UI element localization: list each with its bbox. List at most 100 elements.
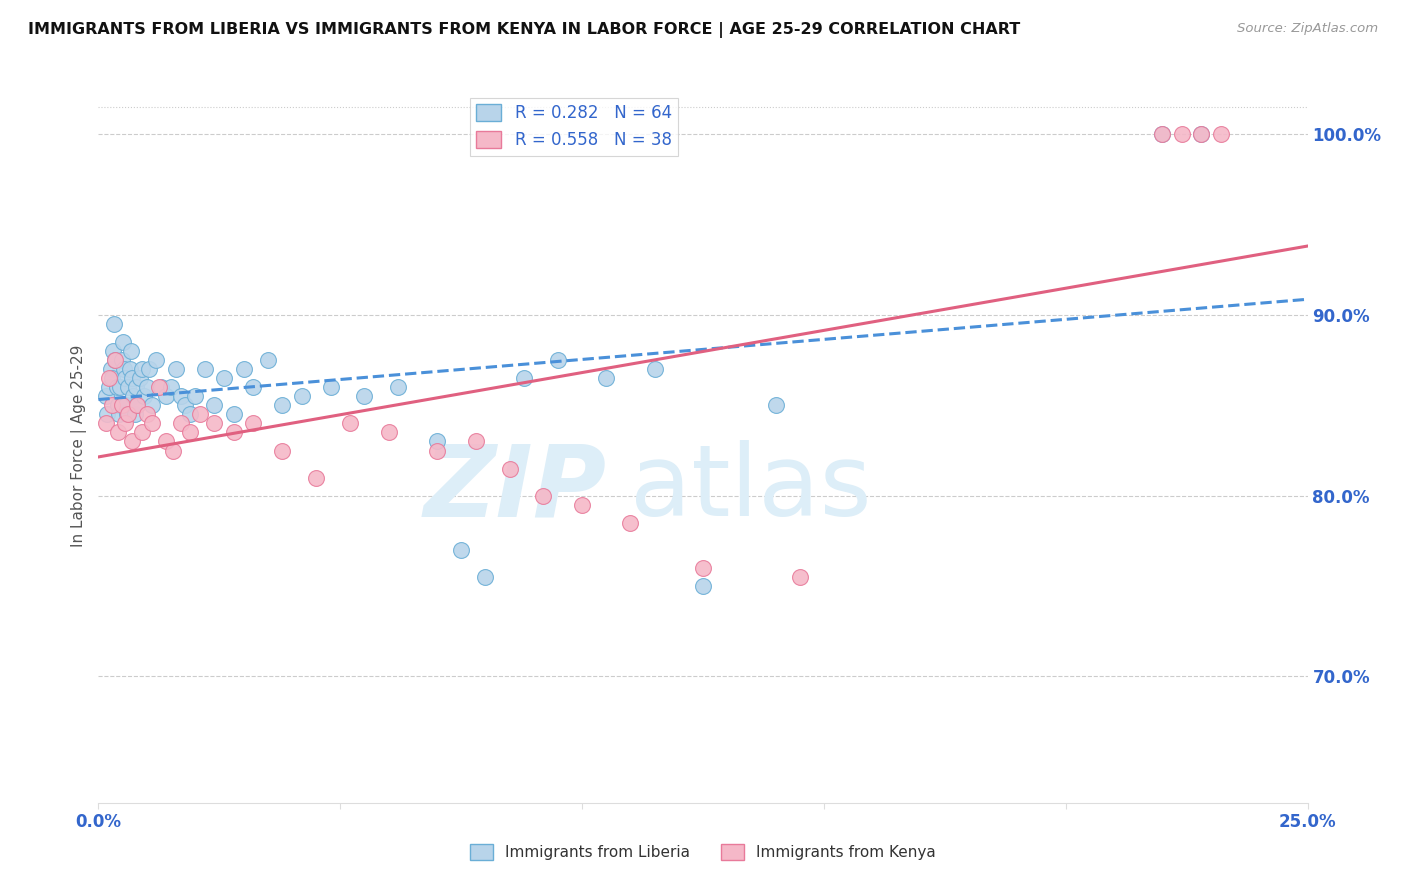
Point	[242, 417, 264, 431]
Point	[125, 380, 148, 394]
Point	[188, 408, 211, 422]
Point	[148, 380, 170, 394]
Point	[789, 570, 811, 584]
Point	[571, 498, 593, 512]
Point	[117, 408, 139, 422]
Point	[464, 434, 486, 449]
Point	[387, 380, 409, 394]
Text: ZIP: ZIP	[423, 441, 606, 537]
Point	[98, 380, 121, 394]
Point	[111, 398, 134, 412]
Point	[1189, 128, 1212, 142]
Point	[290, 389, 312, 403]
Point	[115, 398, 138, 412]
Point	[121, 371, 143, 385]
Y-axis label: In Labor Force | Age 25-29: In Labor Force | Age 25-29	[72, 345, 87, 547]
Point	[305, 470, 328, 484]
Point	[184, 389, 207, 403]
Point	[619, 516, 641, 530]
Point	[194, 362, 217, 376]
Legend: Immigrants from Liberia, Immigrants from Kenya: Immigrants from Liberia, Immigrants from…	[464, 838, 942, 866]
Point	[174, 398, 197, 412]
Point	[426, 443, 449, 458]
Point	[127, 398, 149, 412]
Point	[547, 353, 569, 368]
Point	[169, 389, 191, 403]
Point	[339, 417, 361, 431]
Point	[426, 434, 449, 449]
Point	[242, 380, 264, 394]
Point	[138, 362, 160, 376]
Point	[104, 353, 127, 368]
Point	[765, 398, 787, 412]
Point	[118, 362, 141, 376]
Point	[98, 371, 121, 385]
Point	[141, 398, 163, 412]
Point	[131, 362, 153, 376]
Point	[179, 408, 201, 422]
Point	[155, 434, 177, 449]
Point	[1209, 128, 1232, 142]
Point	[644, 362, 666, 376]
Point	[531, 489, 554, 503]
Text: IMMIGRANTS FROM LIBERIA VS IMMIGRANTS FROM KENYA IN LABOR FORCE | AGE 25-29 CORR: IMMIGRANTS FROM LIBERIA VS IMMIGRANTS FR…	[28, 22, 1021, 38]
Point	[121, 434, 143, 449]
Point	[169, 417, 191, 431]
Point	[145, 353, 167, 368]
Point	[101, 344, 124, 359]
Point	[1152, 128, 1174, 142]
Point	[222, 425, 245, 440]
Point	[131, 425, 153, 440]
Point	[107, 398, 129, 412]
Point	[134, 389, 156, 403]
Point	[103, 317, 125, 331]
Point	[162, 443, 184, 458]
Point	[107, 408, 129, 422]
Point	[271, 398, 294, 412]
Point	[595, 371, 617, 385]
Point	[112, 362, 135, 376]
Text: Source: ZipAtlas.com: Source: ZipAtlas.com	[1237, 22, 1378, 36]
Point	[204, 398, 226, 412]
Point	[101, 371, 124, 385]
Point	[353, 389, 375, 403]
Point	[117, 380, 139, 394]
Point	[114, 371, 136, 385]
Point	[212, 371, 235, 385]
Point	[155, 389, 177, 403]
Point	[94, 417, 117, 431]
Point	[108, 380, 131, 394]
Point	[222, 408, 245, 422]
Point	[179, 425, 201, 440]
Point	[124, 408, 146, 422]
Point	[377, 425, 399, 440]
Point	[135, 380, 157, 394]
Point	[513, 371, 536, 385]
Point	[498, 461, 520, 475]
Point	[256, 353, 278, 368]
Point	[474, 570, 496, 584]
Point	[104, 353, 127, 368]
Point	[160, 380, 183, 394]
Point	[1152, 128, 1174, 142]
Point	[135, 408, 157, 422]
Point	[117, 408, 139, 422]
Point	[232, 362, 254, 376]
Point	[122, 389, 145, 403]
Text: atlas: atlas	[630, 441, 872, 537]
Point	[141, 417, 163, 431]
Point	[150, 380, 173, 394]
Point	[128, 371, 150, 385]
Point	[271, 443, 294, 458]
Point	[692, 579, 714, 593]
Point	[319, 380, 342, 394]
Point	[204, 417, 226, 431]
Point	[107, 425, 129, 440]
Point	[101, 398, 124, 412]
Point	[111, 335, 134, 350]
Point	[1171, 128, 1194, 142]
Point	[450, 542, 472, 557]
Point	[1189, 128, 1212, 142]
Point	[100, 362, 122, 376]
Point	[692, 561, 714, 575]
